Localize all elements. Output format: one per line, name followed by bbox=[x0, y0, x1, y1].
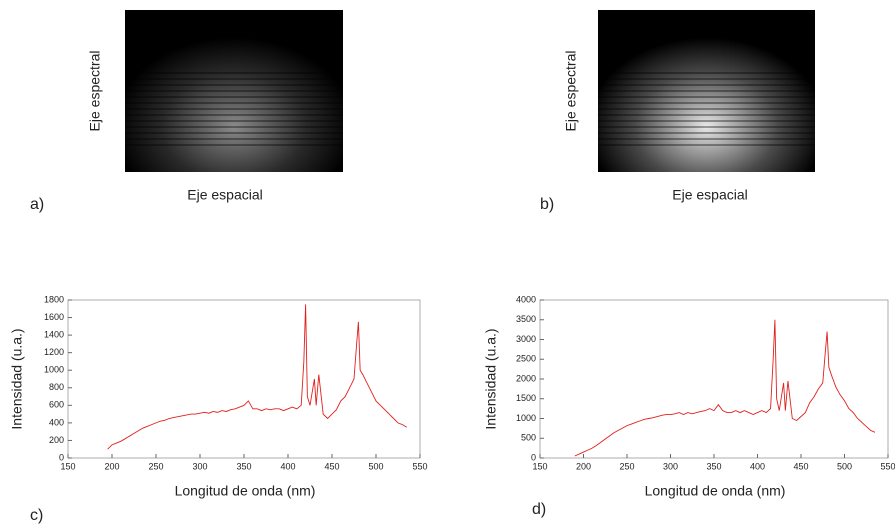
y-tick-label: 1600 bbox=[44, 312, 64, 322]
y-tick-label: 1800 bbox=[44, 294, 64, 304]
x-tick-label: 450 bbox=[793, 461, 808, 471]
y-axis-title: Intensidad (u.a.) bbox=[9, 328, 25, 429]
y-tick-label: 0 bbox=[531, 452, 536, 462]
x-tick-label: 450 bbox=[324, 461, 339, 471]
x-tick-label: 400 bbox=[750, 461, 765, 471]
panel-label: c) bbox=[30, 507, 43, 524]
y-tick-label: 1000 bbox=[516, 413, 536, 423]
panel-label: b) bbox=[540, 196, 554, 213]
y-tick-label: 1400 bbox=[44, 329, 64, 339]
y-tick-label: 1500 bbox=[516, 393, 536, 403]
image-y-label: Eje espectral bbox=[87, 51, 103, 132]
x-tick-label: 350 bbox=[236, 461, 251, 471]
y-tick-label: 200 bbox=[49, 435, 64, 445]
y-tick-label: 2000 bbox=[516, 373, 536, 383]
x-tick-label: 500 bbox=[368, 461, 383, 471]
y-axis-title: Intensidad (u.a.) bbox=[483, 328, 499, 429]
x-tick-label: 400 bbox=[280, 461, 295, 471]
x-axis-title: Longitud de onda (nm) bbox=[175, 483, 316, 499]
image-x-label: Eje espacial bbox=[672, 187, 748, 203]
y-tick-label: 0 bbox=[59, 452, 64, 462]
y-tick-label: 3000 bbox=[516, 334, 536, 344]
x-tick-label: 300 bbox=[663, 461, 678, 471]
x-tick-label: 550 bbox=[880, 461, 895, 471]
x-tick-label: 250 bbox=[148, 461, 163, 471]
spectrum-line bbox=[574, 319, 876, 457]
image-x-label: Eje espacial bbox=[187, 187, 263, 203]
x-tick-label: 200 bbox=[576, 461, 591, 471]
image-y-label: Eje espectral bbox=[563, 51, 579, 132]
y-tick-label: 3500 bbox=[516, 314, 536, 324]
y-tick-label: 1200 bbox=[44, 347, 64, 357]
y-tick-label: 500 bbox=[521, 433, 536, 443]
spectral-lines bbox=[125, 70, 343, 150]
x-tick-label: 550 bbox=[412, 461, 427, 471]
plot-frame bbox=[539, 299, 889, 459]
panel-label: d) bbox=[532, 501, 546, 518]
panel-label: a) bbox=[30, 196, 44, 213]
y-tick-label: 400 bbox=[49, 417, 64, 427]
spectral-lines bbox=[598, 70, 815, 150]
plot-frame bbox=[67, 299, 421, 459]
x-tick-label: 350 bbox=[706, 461, 721, 471]
x-tick-label: 150 bbox=[532, 461, 547, 471]
x-tick-label: 250 bbox=[619, 461, 634, 471]
image-b: Eje espectral Eje espacial b) bbox=[540, 10, 815, 213]
spectrum-line bbox=[107, 304, 408, 450]
x-axis-title: Longitud de onda (nm) bbox=[645, 483, 786, 499]
y-tick-label: 1000 bbox=[44, 365, 64, 375]
x-tick-label: 500 bbox=[837, 461, 852, 471]
y-tick-label: 600 bbox=[49, 400, 64, 410]
x-tick-label: 300 bbox=[192, 461, 207, 471]
x-tick-label: 200 bbox=[104, 461, 119, 471]
x-tick-label: 150 bbox=[60, 461, 75, 471]
y-tick-label: 4000 bbox=[516, 294, 536, 304]
image-a: Eje espectral Eje espacial a) bbox=[30, 10, 343, 213]
y-tick-label: 2500 bbox=[516, 354, 536, 364]
y-tick-label: 800 bbox=[49, 382, 64, 392]
